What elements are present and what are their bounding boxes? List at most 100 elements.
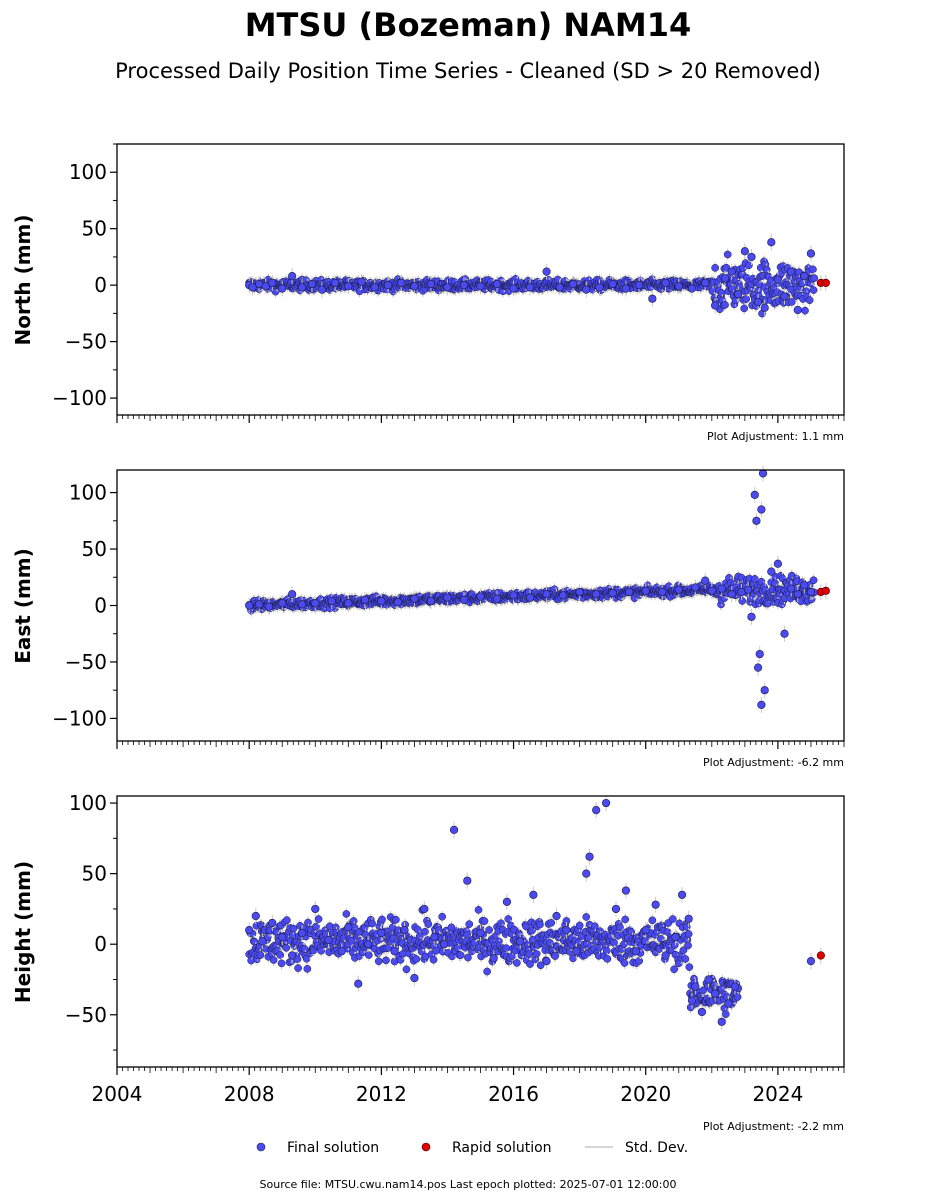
final-solution-point (492, 594, 502, 603)
final-solution-point (509, 284, 518, 293)
rapid-solution-point (821, 278, 830, 287)
final-solution-point (575, 921, 584, 930)
final-solution-point (707, 586, 716, 595)
final-solution-point (410, 594, 419, 603)
final-solution-point (810, 274, 819, 282)
final-solution-point (800, 272, 809, 281)
final-solution-point (513, 959, 521, 967)
final-solution-point (289, 924, 298, 933)
final-solution-point (402, 965, 411, 974)
final-solution-point (459, 281, 469, 290)
final-solution-point (801, 306, 809, 315)
final-solution-point (254, 600, 264, 609)
final-solution-point (738, 597, 747, 605)
final-solution-point (465, 920, 474, 928)
final-solution-point (809, 286, 818, 294)
final-solution-point (314, 915, 323, 923)
final-solution-point (551, 952, 560, 960)
final-solution-point (443, 283, 452, 292)
east-plot-adjustment: Plot Adjustment: -6.2 mm (703, 756, 844, 769)
final-solution-point (435, 926, 443, 935)
final-solution-point (757, 700, 766, 709)
final-solution-point (426, 279, 436, 289)
final-solution-point (555, 283, 564, 292)
final-solution-point (364, 951, 373, 959)
final-solution-point (456, 951, 465, 960)
final-solution-point (370, 283, 379, 292)
final-solution-point (721, 301, 729, 309)
final-solution-point (592, 590, 601, 599)
final-solution-point (480, 917, 489, 925)
final-solution-point (278, 284, 287, 293)
east-data (245, 465, 830, 713)
final-solution-point (691, 583, 700, 592)
final-solution-point (773, 559, 783, 568)
final-solution-point (378, 915, 386, 924)
final-solution-point (392, 915, 400, 924)
final-solution-point (708, 287, 717, 296)
final-solution-point (327, 596, 336, 606)
final-solution-point (476, 592, 485, 601)
final-solution-point (542, 590, 551, 599)
y-tick-label: 0 (94, 594, 107, 618)
final-solution-point (342, 910, 351, 918)
final-solution-point (307, 279, 317, 289)
final-solution-point (443, 593, 452, 602)
final-solution-point (349, 917, 358, 925)
final-solution-point (344, 282, 353, 291)
final-solution-point (727, 267, 736, 276)
north-plot-adjustment: Plot Adjustment: 1.1 mm (707, 430, 844, 443)
final-solution-point (806, 249, 816, 258)
final-solution-point (752, 516, 761, 525)
final-solution-point (464, 953, 472, 962)
final-solution-point (397, 278, 406, 287)
final-solution-point (742, 295, 751, 303)
final-solution-point (744, 261, 753, 270)
final-solution-point (734, 290, 743, 299)
final-solution-point (717, 289, 726, 297)
east-panel: 100 50 0 −50 −100 East (mm) Plot Adjustment:… (11, 465, 845, 769)
final-solution-point (723, 250, 732, 259)
north-axis-label: North (mm) (11, 214, 35, 345)
final-solution-point (674, 282, 683, 291)
final-solution-point (809, 576, 818, 585)
final-solution-point (424, 920, 433, 928)
final-solution-point (536, 920, 544, 929)
y-tick-label: 50 (82, 217, 107, 241)
final-solution-point (760, 686, 769, 695)
final-solution-point (492, 279, 502, 289)
final-solution-point (740, 304, 749, 313)
final-solution-point (674, 585, 683, 594)
final-solution-point (687, 284, 697, 293)
final-solution-point (744, 585, 753, 594)
final-solution-point (701, 576, 710, 585)
final-solution-point (282, 944, 291, 952)
final-solution-point (780, 292, 789, 301)
final-solution-point (256, 951, 265, 959)
final-solution-point (767, 238, 776, 247)
final-solution-point (760, 303, 769, 312)
final-solution-point (317, 285, 326, 294)
final-solution-point (793, 305, 802, 315)
final-solution-point (595, 283, 604, 292)
final-solution-point (269, 956, 278, 964)
final-solution-point (497, 919, 505, 928)
final-solution-point (747, 252, 756, 262)
height-data (245, 795, 825, 1030)
final-solution-point (806, 587, 816, 597)
final-solution-point (787, 584, 796, 593)
y-tick-label: 100 (69, 481, 107, 505)
final-solution-point (413, 925, 422, 934)
final-solution-point (727, 590, 736, 599)
y-tick-label: −50 (65, 650, 107, 674)
final-solution-point (755, 649, 764, 659)
final-solution-point (805, 296, 814, 305)
final-solution-point (502, 944, 511, 953)
final-solution-point (459, 595, 469, 604)
final-solution-point (426, 596, 436, 606)
final-solution-point (800, 581, 809, 590)
final-solution-point (483, 967, 491, 976)
final-solution-point (485, 926, 493, 934)
